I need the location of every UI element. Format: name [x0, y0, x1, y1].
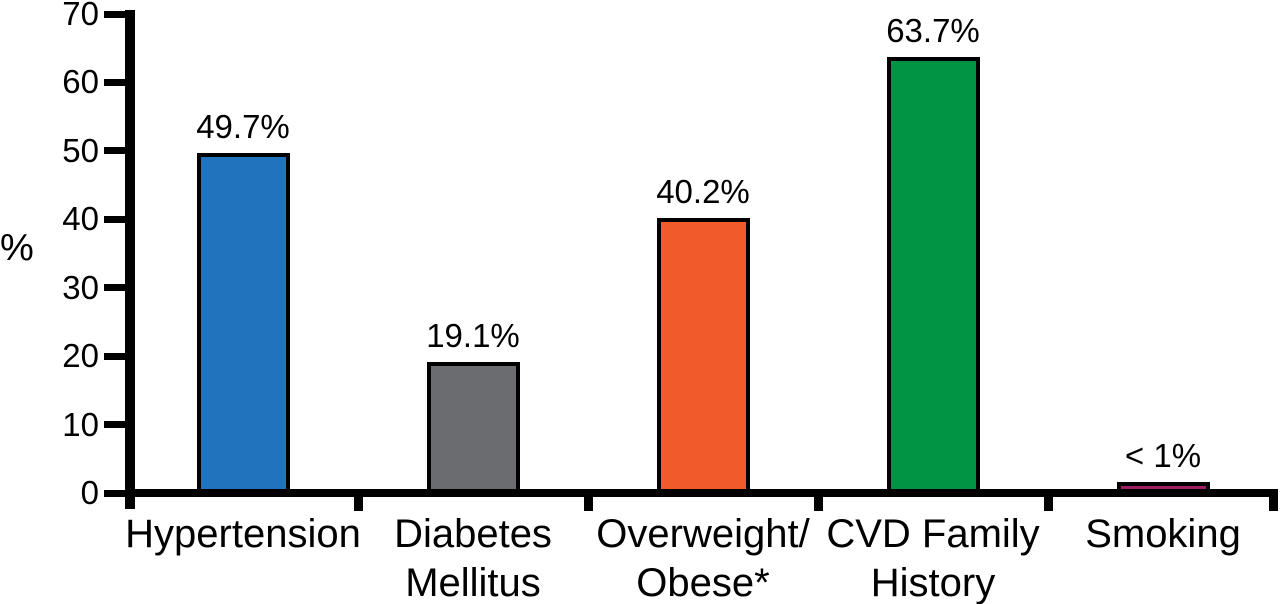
x-category-label: Hypertension [125, 512, 361, 556]
bar-diabetes-mellitus [426, 362, 520, 493]
bar-smoking [1116, 482, 1210, 493]
x-category-label: Mellitus [405, 561, 541, 604]
y-tick [104, 352, 125, 360]
y-tick [104, 489, 125, 497]
x-tick [813, 489, 823, 511]
y-tick [104, 78, 125, 86]
y-axis-line [125, 10, 135, 509]
y-tick-label: 30 [62, 268, 99, 306]
bar-value-label: 49.7% [196, 107, 290, 145]
bar-overweight-obese [656, 217, 750, 493]
x-tick [1269, 489, 1278, 511]
bar-value-label: 19.1% [426, 317, 520, 355]
bar-cvd-family-history [886, 57, 980, 493]
y-tick-label: 0 [80, 474, 99, 511]
y-tick-label: 40 [62, 200, 99, 238]
y-tick-label: 50 [62, 131, 99, 169]
y-axis-label: % [0, 227, 34, 269]
y-tick-label: 20 [62, 337, 99, 375]
x-category-label: Obese* [636, 561, 770, 604]
y-tick [104, 215, 125, 223]
x-tick [583, 489, 593, 511]
bar-value-label: 40.2% [656, 172, 750, 210]
y-tick-label: 10 [62, 405, 99, 443]
bar-hypertension [196, 152, 290, 493]
bar-value-label: < 1% [1124, 437, 1202, 474]
x-tick [353, 489, 363, 511]
x-axis-line [125, 489, 1278, 497]
bar-value-label: 63.7% [886, 12, 980, 50]
x-category-label: Diabetes [394, 512, 552, 556]
x-category-label: History [870, 561, 996, 604]
y-tick-label: 60 [62, 63, 99, 101]
y-tick [104, 147, 125, 155]
y-tick [104, 284, 125, 292]
y-tick [104, 421, 125, 429]
x-category-label: Overweight/ [596, 512, 810, 556]
x-category-label: Smoking [1085, 512, 1241, 556]
x-tick [1043, 489, 1053, 511]
x-category-label: CVD Family [826, 512, 1040, 556]
y-tick [104, 10, 125, 18]
y-tick-label: 70 [62, 0, 99, 32]
